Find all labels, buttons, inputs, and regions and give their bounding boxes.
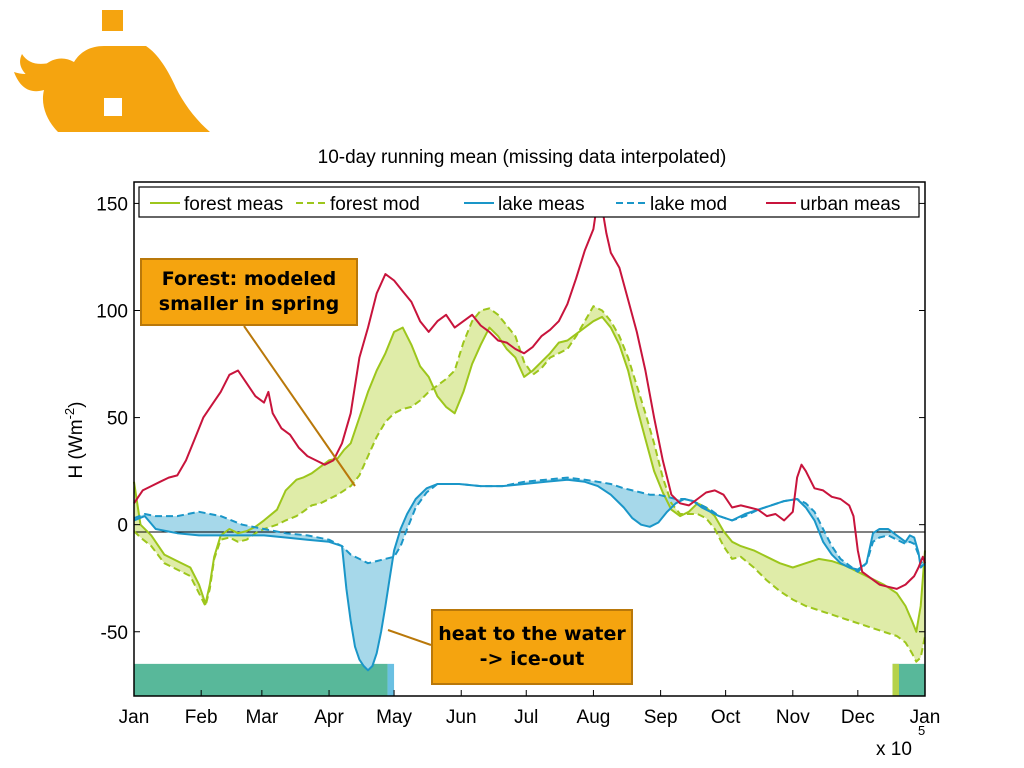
- chart-title: 10-day running mean (missing data interp…: [318, 147, 727, 168]
- logo-square-hole: [104, 98, 122, 116]
- annotation-forest: Forest: modeled smaller in spring: [140, 258, 358, 326]
- legend-label-urban-meas: urban meas: [800, 194, 900, 215]
- y-tick-label: 100: [96, 302, 128, 323]
- legend-label-forest-mod: forest mod: [330, 194, 420, 215]
- x-tick-label: Dec: [841, 707, 875, 728]
- x-tick-label: Aug: [577, 707, 611, 728]
- callout-pointer-forest: [243, 325, 356, 487]
- x-tick-label: Apr: [314, 707, 344, 728]
- x-tick-label: Jul: [514, 707, 538, 728]
- x-multiplier-label: x 10: [876, 739, 912, 760]
- x-tick-label: Sep: [644, 707, 678, 728]
- logo-square-top: [102, 10, 123, 31]
- y-axis-label-close: ): [66, 402, 87, 408]
- series-line-forest-meas: [133, 315, 926, 633]
- ice-cover-bar-0: [134, 663, 388, 696]
- x-multiplier-exp: 5: [918, 723, 925, 738]
- legend-label-lake-meas: lake meas: [498, 194, 585, 215]
- x-tick-label: Feb: [185, 707, 218, 728]
- series-lines: [133, 198, 926, 672]
- x-tick-label: Mar: [245, 707, 278, 728]
- annotation-lake: heat to the water -> ice-out: [431, 609, 633, 685]
- x-tick-label: Nov: [776, 707, 810, 728]
- series-line-lake-meas: [133, 478, 926, 672]
- series-line-urban-meas: [133, 198, 926, 590]
- legend-label-lake-mod: lake mod: [650, 194, 727, 215]
- x-axis-ticks: Jan Feb Mar Apr May Jun Jul Aug Sep Oct Nov Dec Jan: [119, 690, 941, 728]
- x-tick-label: May: [376, 707, 412, 728]
- series-line-lake-mod: [133, 476, 926, 573]
- logo-flame: [14, 46, 210, 132]
- callout-pointer-lake: [387, 629, 432, 646]
- ice-cover-bars: [134, 663, 925, 696]
- x-tick-label: Jun: [446, 707, 477, 728]
- y-axis-label-base: H (Wm: [66, 419, 87, 478]
- y-tick-label: -50: [101, 623, 128, 644]
- y-axis-label-exp: -2: [62, 408, 77, 420]
- y-tick-label: 50: [107, 409, 128, 430]
- plot-frame: [133, 181, 926, 697]
- y-axis-label: H (Wm-2): [62, 402, 87, 479]
- logo-flame-lick: [20, 54, 52, 78]
- y-tick-label: 150: [96, 194, 128, 215]
- legend-label-forest-meas: forest meas: [184, 194, 283, 215]
- university-flame-logo: [14, 10, 210, 132]
- y-axis-ticks: -50 0 50 100 150: [96, 194, 925, 644]
- y-tick-label: 0: [117, 516, 128, 537]
- x-tick-label: Jan: [910, 707, 941, 728]
- ice-cover-bar-3: [892, 663, 899, 696]
- x-tick-label: Oct: [711, 707, 741, 728]
- legend: forest meas forest mod lake meas lake mod ur…: [138, 186, 920, 218]
- x-tick-label: Jan: [119, 707, 150, 728]
- ice-cover-bar-1: [387, 663, 395, 696]
- series-line-forest-mod: [133, 305, 926, 663]
